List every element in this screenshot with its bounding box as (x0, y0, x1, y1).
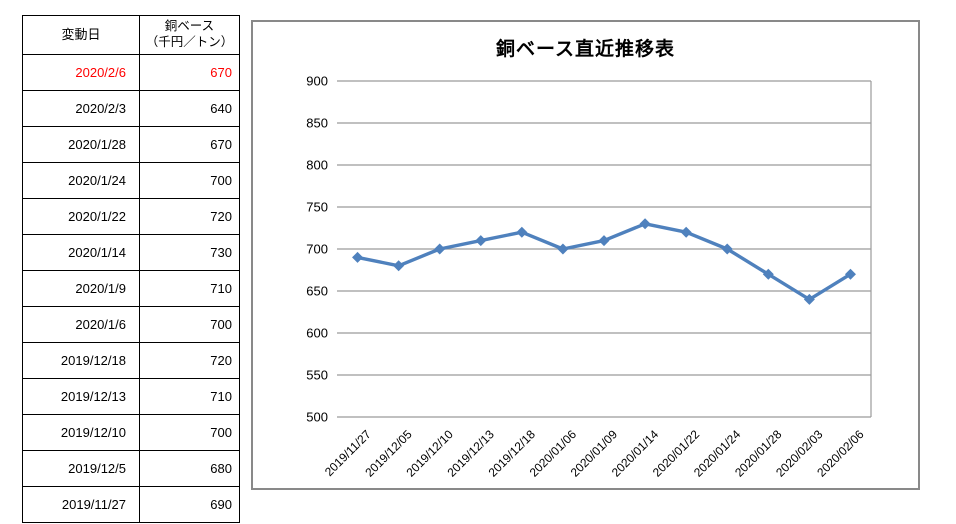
table-row: 2019/11/27 690 (22, 486, 240, 523)
date-cell[interactable]: 2020/2/6 (22, 54, 140, 91)
value-cell[interactable]: 670 (139, 126, 240, 163)
value-cell[interactable]: 720 (139, 342, 240, 379)
table-row: 2020/1/22 720 (22, 198, 240, 235)
date-cell[interactable]: 2020/1/6 (22, 306, 140, 343)
table-row: 2020/1/6 700 (22, 306, 240, 343)
table-row: 2020/1/24 700 (22, 162, 240, 199)
price-table: 変動日 銅ベース （千円／トン） 2020/2/6 670 2020/2/3 640 2… (22, 15, 240, 523)
value-cell[interactable]: 700 (139, 162, 240, 199)
value-cell[interactable]: 700 (139, 306, 240, 343)
trend-chart[interactable]: 銅ベース直近推移表 500 550 600 650 700 750 800 850 900 201… (251, 20, 920, 490)
header-value-line1: 銅ベース (164, 19, 215, 34)
date-cell[interactable]: 2020/1/24 (22, 162, 140, 199)
table-row: 2020/1/9 710 (22, 270, 240, 307)
value-cell[interactable]: 730 (139, 234, 240, 271)
date-cell[interactable]: 2019/12/10 (22, 414, 140, 451)
svg-text:700: 700 (306, 242, 328, 257)
table-header-row: 変動日 銅ベース （千円／トン） (22, 15, 240, 55)
svg-text:900: 900 (306, 74, 328, 89)
table-row: 2019/12/18 720 (22, 342, 240, 379)
value-cell[interactable]: 710 (139, 378, 240, 415)
date-cell[interactable]: 2019/12/5 (22, 450, 140, 487)
header-value-line2: （千円／トン） (145, 35, 234, 49)
trend-chart-plot: 5005506006507007508008509002019/11/27201… (306, 74, 872, 480)
value-cell[interactable]: 720 (139, 198, 240, 235)
price-table-body: 2020/2/6 670 2020/2/3 640 2020/1/28 670 2020/1… (22, 54, 240, 523)
date-cell[interactable]: 2019/12/18 (22, 342, 140, 379)
value-cell[interactable]: 690 (139, 486, 240, 523)
date-cell[interactable]: 2020/1/22 (22, 198, 140, 235)
svg-text:850: 850 (306, 116, 328, 131)
value-cell[interactable]: 670 (139, 54, 240, 91)
date-cell[interactable]: 2019/12/13 (22, 378, 140, 415)
value-cell[interactable]: 710 (139, 270, 240, 307)
table-row: 2019/12/13 710 (22, 378, 240, 415)
date-cell[interactable]: 2020/2/3 (22, 90, 140, 127)
table-row: 2020/1/14 730 (22, 234, 240, 271)
table-row: 2019/12/5 680 (22, 450, 240, 487)
date-cell[interactable]: 2020/1/14 (22, 234, 140, 271)
table-row: 2019/12/10 700 (22, 414, 240, 451)
svg-text:600: 600 (306, 326, 328, 341)
table-row: 2020/2/3 640 (22, 90, 240, 127)
header-date: 変動日 (22, 15, 140, 55)
header-value: 銅ベース （千円／トン） (139, 15, 240, 55)
date-cell[interactable]: 2019/11/27 (22, 486, 140, 523)
svg-text:650: 650 (306, 284, 328, 299)
date-cell[interactable]: 2020/1/9 (22, 270, 140, 307)
chart-title: 銅ベース直近推移表 (495, 39, 676, 60)
svg-text:750: 750 (306, 200, 328, 215)
table-row: 2020/1/28 670 (22, 126, 240, 163)
svg-text:550: 550 (306, 368, 328, 383)
value-cell[interactable]: 640 (139, 90, 240, 127)
table-row: 2020/2/6 670 (22, 54, 240, 91)
svg-text:800: 800 (306, 158, 328, 173)
svg-text:500: 500 (306, 410, 328, 425)
value-cell[interactable]: 680 (139, 450, 240, 487)
date-cell[interactable]: 2020/1/28 (22, 126, 140, 163)
value-cell[interactable]: 700 (139, 414, 240, 451)
